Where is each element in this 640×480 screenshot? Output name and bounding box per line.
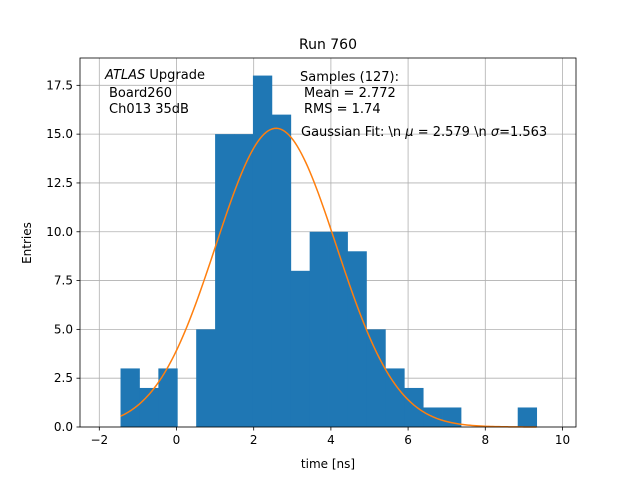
samples-label: Samples (127): xyxy=(300,70,399,85)
histogram-bars xyxy=(120,75,538,428)
x-tick-label: −2 xyxy=(90,433,108,447)
x-axis-ticks: −2 0 2 4 6 8 10 xyxy=(90,427,570,447)
histogram-bar xyxy=(271,114,292,427)
y-axis-ticks: 0.0 2.5 5.0 7.5 10.0 12.5 15.0 17.5 xyxy=(46,78,80,434)
fit-label: Gaussian Fit: \n μ = 2.579 \n σ=1.563 xyxy=(301,125,547,140)
x-tick-label: 4 xyxy=(327,433,335,447)
x-tick-label: 8 xyxy=(481,433,489,447)
histogram-bar xyxy=(309,231,329,427)
histogram-bar xyxy=(328,231,348,427)
y-tick-label: 12.5 xyxy=(46,176,73,190)
mean-label: Mean = 2.772 xyxy=(304,86,396,101)
fit-label-mid: = 2.579 \n xyxy=(414,125,491,140)
histogram-bar xyxy=(385,368,405,427)
histogram-bar xyxy=(252,75,273,428)
histogram-bar xyxy=(347,251,367,427)
fit-label-prefix: Gaussian Fit: \n xyxy=(301,125,405,140)
y-axis-label: Entries xyxy=(20,222,34,264)
histogram-bar xyxy=(215,134,235,427)
y-tick-label: 10.0 xyxy=(46,225,73,239)
histogram-bar xyxy=(366,329,386,427)
y-tick-label: 15.0 xyxy=(46,127,73,141)
plot-frame xyxy=(79,57,577,428)
histogram-bar xyxy=(404,387,424,427)
gaussian-fit-curve xyxy=(120,127,537,428)
rms-label: RMS = 1.74 xyxy=(304,102,381,117)
atlas-label-upgrade: Upgrade xyxy=(145,68,205,83)
y-tick-label: 5.0 xyxy=(54,322,73,336)
atlas-label-italic: ATLAS xyxy=(104,68,145,83)
x-axis-label: time [ns] xyxy=(301,457,355,471)
y-tick-label: 17.5 xyxy=(46,78,73,92)
atlas-label-block: ATLAS Upgrade Board260 Ch013 35dB xyxy=(104,68,205,117)
histogram-bar xyxy=(158,368,178,427)
histogram-bar xyxy=(234,134,254,427)
histogram-bar xyxy=(120,368,140,427)
x-tick-label: 10 xyxy=(555,433,570,447)
fit-sigma-symbol: σ xyxy=(491,125,500,140)
histogram-bar xyxy=(517,407,538,427)
atlas-label: ATLAS Upgrade xyxy=(104,68,205,83)
fit-label-suffix: =1.563 xyxy=(499,125,547,140)
x-tick-label: 6 xyxy=(404,433,412,447)
y-tick-label: 0.0 xyxy=(54,420,73,434)
histogram-bar xyxy=(139,387,159,427)
x-tick-label: 0 xyxy=(173,433,181,447)
histogram-bar xyxy=(196,329,216,427)
histogram-bar xyxy=(290,270,311,427)
y-tick-label: 2.5 xyxy=(54,371,73,385)
chart-title: Run 760 xyxy=(299,37,357,53)
y-tick-label: 7.5 xyxy=(54,274,73,288)
stats-block: Samples (127): Mean = 2.772 RMS = 1.74 G… xyxy=(300,70,547,140)
x-tick-label: 2 xyxy=(250,433,258,447)
fit-mu-symbol: μ xyxy=(404,125,413,140)
channel-label: Ch013 35dB xyxy=(109,102,189,117)
board-label: Board260 xyxy=(109,86,172,101)
